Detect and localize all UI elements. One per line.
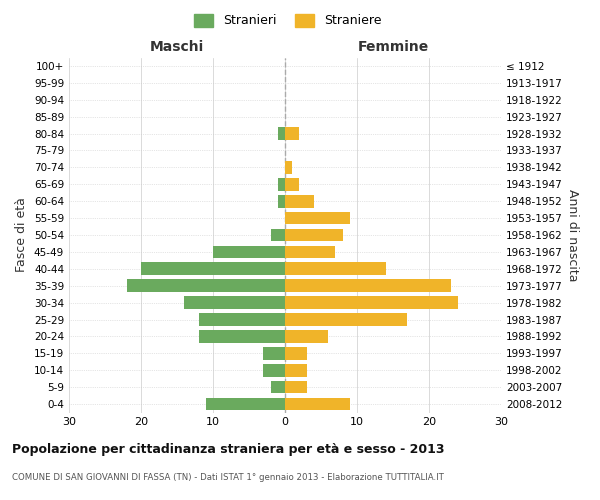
Bar: [285, 381, 307, 394]
Bar: [285, 195, 314, 207]
Bar: [285, 161, 292, 173]
Text: COMUNE DI SAN GIOVANNI DI FASSA (TN) - Dati ISTAT 1° gennaio 2013 - Elaborazione: COMUNE DI SAN GIOVANNI DI FASSA (TN) - D…: [12, 472, 444, 482]
Bar: [127, 280, 285, 292]
Bar: [285, 178, 299, 190]
Bar: [285, 398, 350, 410]
Y-axis label: Anni di nascita: Anni di nascita: [566, 188, 579, 281]
Bar: [285, 296, 458, 309]
Bar: [285, 364, 307, 376]
Bar: [285, 246, 335, 258]
Bar: [285, 228, 343, 241]
Bar: [278, 178, 285, 190]
Bar: [199, 330, 285, 343]
Bar: [141, 262, 285, 275]
Bar: [271, 228, 285, 241]
Y-axis label: Fasce di età: Fasce di età: [16, 198, 28, 272]
Bar: [285, 313, 407, 326]
Bar: [285, 262, 386, 275]
Bar: [285, 212, 350, 224]
Bar: [263, 347, 285, 360]
Bar: [278, 127, 285, 140]
Bar: [285, 127, 299, 140]
Bar: [206, 398, 285, 410]
Bar: [285, 280, 451, 292]
Legend: Stranieri, Straniere: Stranieri, Straniere: [190, 8, 386, 32]
Text: Maschi: Maschi: [150, 40, 204, 54]
Bar: [263, 364, 285, 376]
Bar: [285, 347, 307, 360]
Bar: [199, 313, 285, 326]
Bar: [278, 195, 285, 207]
Text: Popolazione per cittadinanza straniera per età e sesso - 2013: Popolazione per cittadinanza straniera p…: [12, 442, 445, 456]
Bar: [271, 381, 285, 394]
Bar: [285, 330, 328, 343]
Bar: [213, 246, 285, 258]
Text: Femmine: Femmine: [358, 40, 428, 54]
Bar: [184, 296, 285, 309]
